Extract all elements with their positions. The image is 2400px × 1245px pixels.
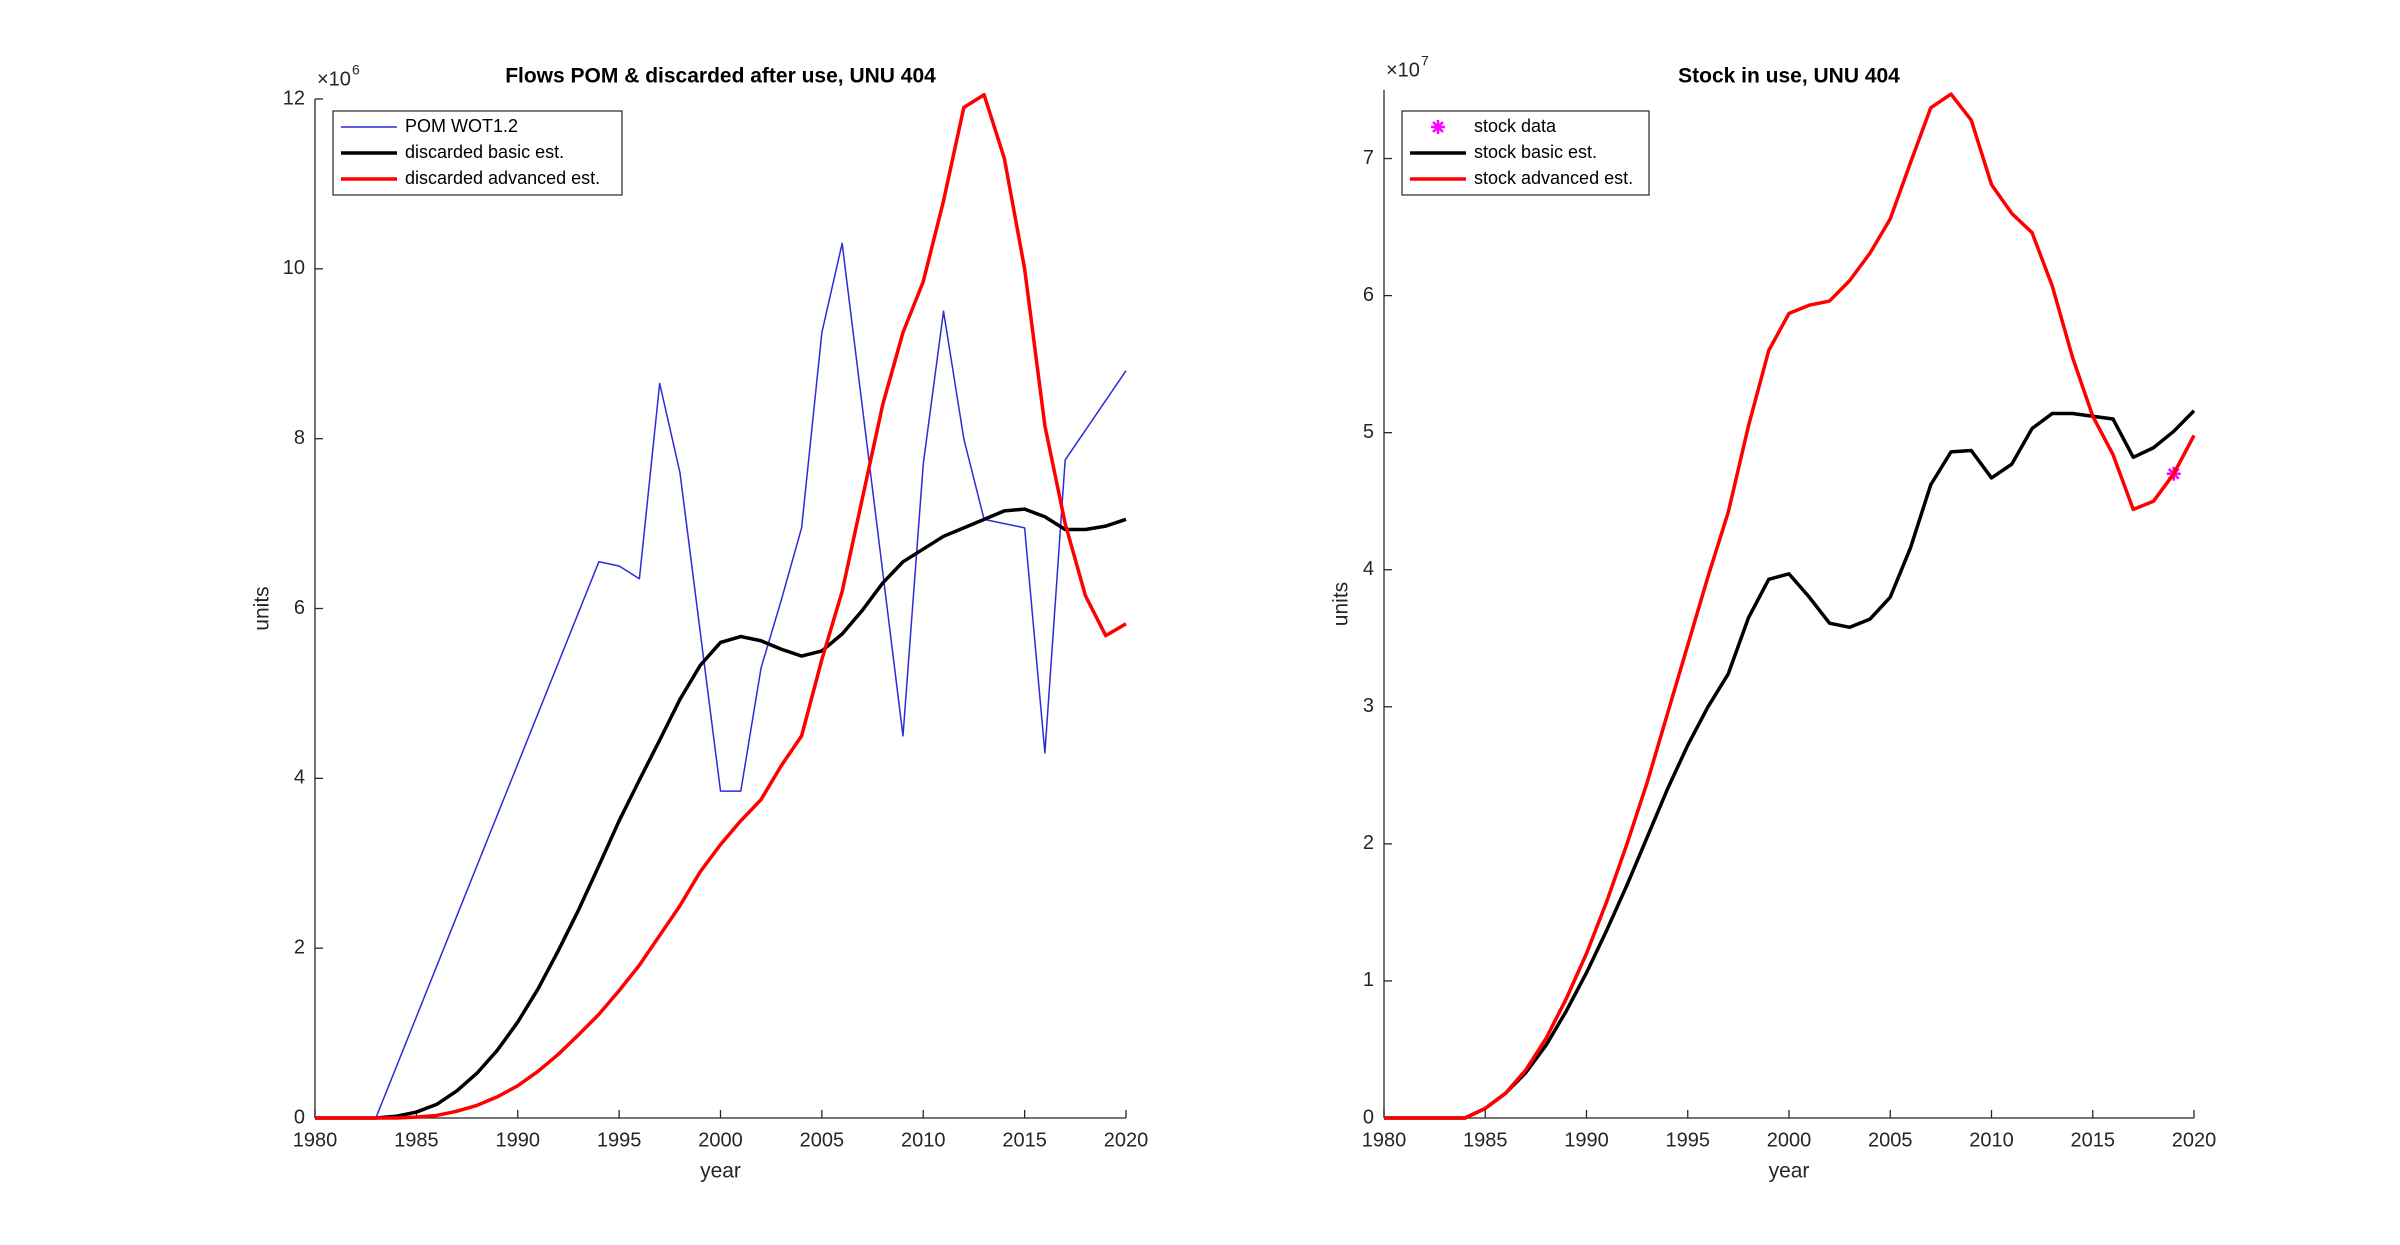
legend-label: stock basic est.	[1474, 142, 1597, 162]
x-tick-label: 1990	[496, 1129, 541, 1151]
y-tick-label: 2	[1363, 832, 1374, 854]
x-tick-label: 2015	[2071, 1129, 2116, 1151]
y-tick-label: 12	[283, 87, 305, 109]
y-tick-label: 6	[1363, 284, 1374, 306]
y-tick-label: 10	[283, 257, 305, 279]
y-tick-label: 4	[1363, 558, 1374, 580]
series-line	[375, 242, 1127, 1119]
y-multiplier-base: ×10	[1386, 59, 1420, 81]
x-tick-label: 2000	[698, 1129, 743, 1151]
series-line	[1384, 92, 2196, 1120]
y-tick-label: 7	[1363, 147, 1374, 169]
y-tick-label: 4	[294, 767, 305, 789]
y-tick-label: 2	[294, 936, 305, 958]
x-tick-label: 2000	[1767, 1129, 1812, 1151]
legend-label: POM WOT1.2	[405, 116, 518, 136]
chart-title: Stock in use, UNU 404	[1678, 65, 1900, 88]
y-multiplier-exponent: 7	[1421, 53, 1429, 69]
y-tick-label: 6	[294, 597, 305, 619]
x-tick-label: 2020	[1104, 1129, 1149, 1151]
y-tick-label: 8	[294, 427, 305, 449]
x-tick-label: 1995	[1666, 1129, 1711, 1151]
y-multiplier-base: ×10	[317, 68, 351, 90]
x-tick-label: 2005	[800, 1129, 845, 1151]
legend-marker	[1431, 120, 1445, 134]
x-tick-label: 1985	[394, 1129, 439, 1151]
legend-label: discarded basic est.	[405, 142, 564, 162]
y-tick-label: 3	[1363, 695, 1374, 717]
x-tick-label: 1985	[1463, 1129, 1508, 1151]
x-tick-label: 2010	[901, 1129, 946, 1151]
y-tick-label: 5	[1363, 421, 1374, 443]
y-axis-label: units	[1330, 582, 1353, 626]
series-line	[315, 507, 1127, 1120]
y-multiplier-exponent: 6	[352, 62, 360, 78]
x-tick-label: 2010	[1969, 1129, 2014, 1151]
chart-title: Flows POM & discarded after use, UNU 404	[505, 65, 936, 88]
x-tick-label: 1980	[293, 1129, 338, 1151]
y-tick-label: 0	[1363, 1106, 1374, 1128]
y-axis-label: units	[251, 586, 274, 630]
legend-label: discarded advanced est.	[405, 168, 600, 188]
y-tick-label: 1	[1363, 969, 1374, 991]
x-tick-label: 1995	[597, 1129, 642, 1151]
x-axis-label: year	[1769, 1160, 1810, 1183]
legend-label: stock data	[1474, 116, 1557, 136]
x-tick-label: 1980	[1362, 1129, 1407, 1151]
x-tick-label: 2015	[1002, 1129, 1047, 1151]
x-tick-label: 2020	[2172, 1129, 2217, 1151]
legend-label: stock advanced est.	[1474, 168, 1633, 188]
x-tick-label: 2005	[1868, 1129, 1913, 1151]
x-tick-label: 1990	[1564, 1129, 1609, 1151]
series-line	[315, 93, 1127, 1120]
y-tick-label: 0	[294, 1106, 305, 1128]
x-axis-label: year	[700, 1160, 741, 1183]
